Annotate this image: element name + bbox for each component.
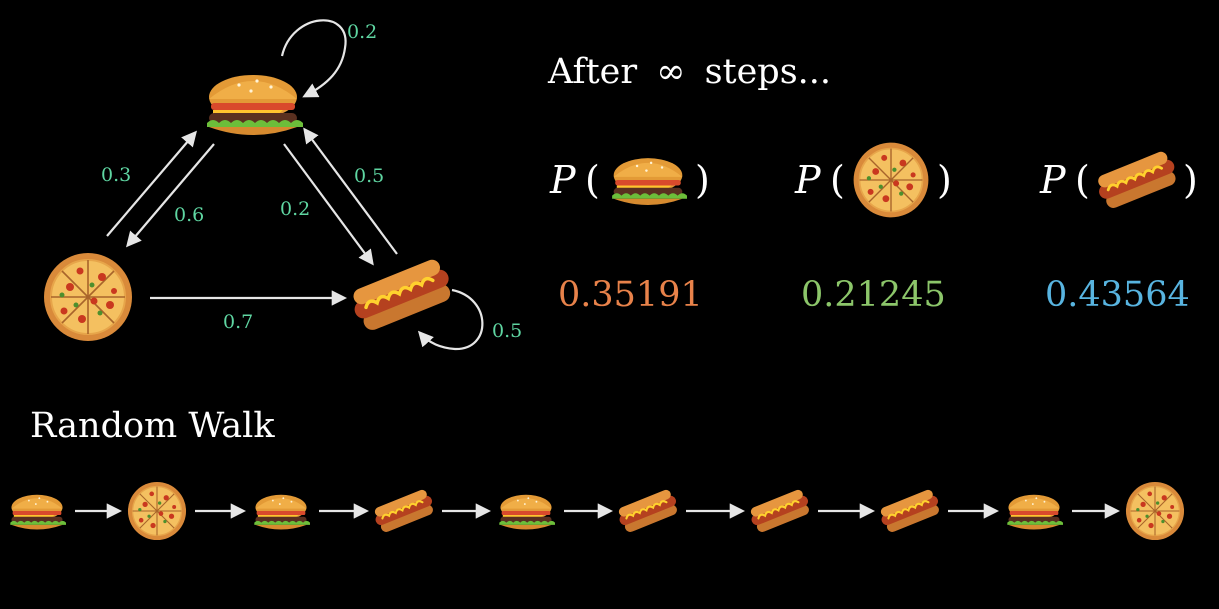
random-walk-sequence (10, 481, 1185, 541)
walk-step-hotdog-icon (370, 486, 438, 536)
edge-label-pizza-burger: 0.3 (101, 164, 131, 186)
walk-step-hotdog-icon (876, 486, 944, 536)
edge-label-burger-pizza: 0.6 (174, 204, 204, 226)
prob-value-burger: 0.35191 (558, 275, 703, 315)
prob-label-hotdog: P ( ) (1039, 147, 1198, 213)
walk-step-burger-icon (499, 494, 555, 530)
burger-icon (612, 158, 687, 205)
edge-label-burger-self: 0.2 (347, 21, 377, 43)
edge-pizza-to-burger (106, 130, 198, 237)
walk-step-hotdog-icon (746, 486, 814, 536)
p-symbol: P (549, 158, 577, 202)
random-walk-title: Random Walk (30, 406, 275, 446)
close-paren: ) (1183, 158, 1198, 202)
burger-state-node (207, 75, 303, 135)
close-paren: ) (937, 158, 952, 202)
close-paren: ) (695, 158, 710, 202)
after-steps-heading: After ∞ steps... (547, 52, 831, 92)
edge-hotdog-self (417, 288, 484, 351)
prob-label-pizza: P ( ) (794, 141, 952, 219)
hotdog-state-node (345, 254, 459, 336)
edge-burger-self (280, 19, 347, 98)
walk-step-burger-icon (1007, 494, 1063, 530)
open-paren: ( (830, 158, 845, 202)
edge-burger-to-hotdog (283, 143, 374, 266)
open-paren: ( (585, 158, 600, 202)
p-symbol: P (1039, 158, 1067, 202)
walk-step-hotdog-icon (614, 486, 682, 536)
prob-value-hotdog: 0.43564 (1045, 275, 1190, 315)
infinity-symbol: ∞ (656, 52, 685, 92)
edge-label-hotdog-burger: 0.5 (354, 165, 384, 187)
after-suffix: steps... (705, 52, 831, 92)
walk-step-pizza-icon (1125, 481, 1185, 541)
prob-value-pizza: 0.21245 (801, 275, 946, 315)
edge-label-pizza-hotdog: 0.7 (223, 311, 253, 333)
edge-burger-to-pizza (126, 143, 215, 248)
prob-label-burger: P ( ) (549, 158, 710, 205)
pizza-state-node (43, 252, 133, 342)
walk-step-pizza-icon (127, 481, 187, 541)
hotdog-icon (1091, 147, 1183, 213)
walk-step-burger-icon (10, 494, 67, 530)
open-paren: ( (1075, 158, 1090, 202)
walk-step-burger-icon (254, 494, 310, 530)
pizza-icon (852, 141, 930, 219)
edge-label-burger-hotdog: 0.2 (280, 198, 310, 220)
p-symbol: P (794, 158, 822, 202)
edge-hotdog-to-burger (303, 127, 398, 255)
edge-label-hotdog-self: 0.5 (492, 320, 522, 342)
after-prefix: After (547, 52, 637, 92)
